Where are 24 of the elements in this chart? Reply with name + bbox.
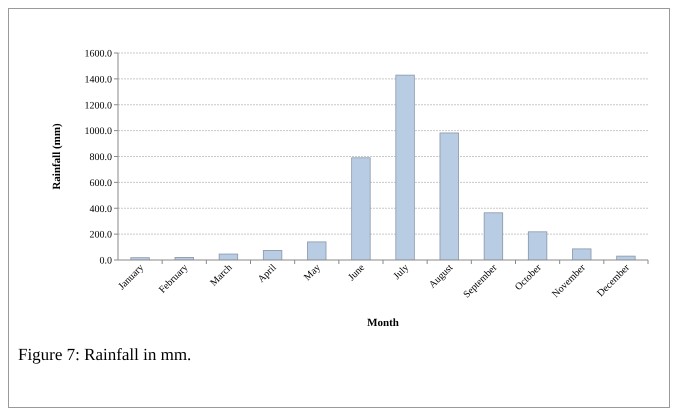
y-tick-label: 1600.0 — [84, 48, 112, 60]
y-tick-label: 200.0 — [90, 230, 112, 241]
y-axis-title: Rainfall (mm) — [51, 123, 63, 190]
y-tick-label: 1400.0 — [84, 74, 112, 86]
x-tick-label: July — [392, 262, 412, 282]
bar — [395, 74, 415, 260]
y-tick-label: 0.0 — [100, 256, 112, 266]
y-tick-label: 600.0 — [90, 178, 112, 189]
y-tick-label: 800.0 — [90, 152, 112, 163]
bar — [218, 254, 238, 260]
bar — [572, 248, 592, 260]
y-tick-label: 1200.0 — [84, 100, 112, 112]
y-tick-label: 400.0 — [90, 204, 112, 215]
bar — [440, 132, 459, 260]
bar — [351, 157, 371, 260]
y-tick-label: 1000.0 — [84, 126, 112, 138]
x-axis-title: Month — [367, 317, 399, 329]
bar — [528, 231, 548, 260]
bar — [307, 241, 326, 260]
bar — [262, 250, 282, 260]
caption: Figure 7: Rainfall in mm. — [18, 345, 192, 364]
x-tick-label: May — [302, 262, 323, 284]
bar — [484, 212, 504, 260]
x-tick-label: June — [346, 262, 368, 284]
